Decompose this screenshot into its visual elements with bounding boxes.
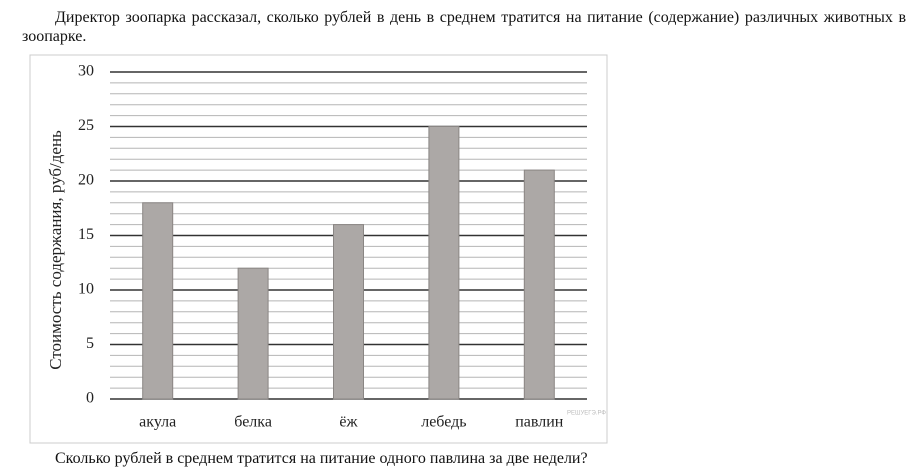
y-tick-label: 15	[78, 226, 94, 243]
chart-frame	[29, 54, 608, 444]
y-tick-label: 5	[86, 335, 94, 352]
x-tick-label: ёж	[339, 414, 358, 431]
intro-text: Директор зоопарка рассказал, сколько руб…	[22, 9, 906, 45]
watermark: РЕШУЕГЭ.РФ	[567, 411, 606, 417]
y-tick-label: 20	[78, 172, 94, 189]
y-tick-label: 0	[86, 390, 94, 407]
x-tick-label: лебедь	[421, 414, 466, 431]
y-tick-label: 25	[78, 117, 94, 134]
x-tick-label: белка	[234, 414, 272, 431]
question-text: Сколько рублей в среднем тратится на пит…	[55, 450, 588, 467]
bar	[428, 126, 460, 400]
chart: Стоимость содержания, руб/день РЕШУЕГЭ.Р…	[29, 54, 608, 444]
bar	[523, 169, 555, 400]
x-tick-label: акула	[139, 414, 176, 431]
y-tick-label: 30	[78, 63, 94, 80]
y-tick-label: 10	[78, 281, 94, 298]
y-axis-label: Стоимость содержания, руб/день	[46, 130, 65, 370]
bar	[142, 202, 174, 400]
x-tick-label: павлин	[515, 414, 564, 431]
bar	[333, 224, 364, 400]
bar	[237, 267, 269, 400]
